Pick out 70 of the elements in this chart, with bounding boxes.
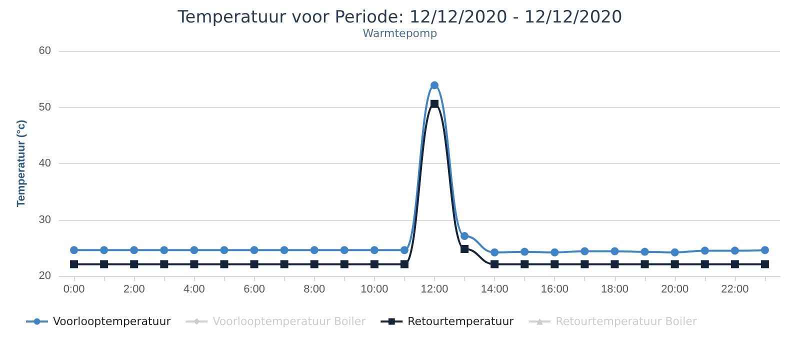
point	[520, 260, 529, 268]
point	[310, 260, 318, 268]
point	[730, 260, 739, 268]
point	[250, 260, 258, 268]
point	[580, 260, 589, 268]
y-tick-label: 20	[38, 270, 51, 282]
y-tick-label: 60	[38, 45, 51, 57]
point	[430, 81, 439, 90]
point	[400, 260, 408, 268]
point	[640, 248, 649, 256]
x-tick-label: 10:00	[360, 284, 388, 296]
point	[220, 260, 228, 268]
point	[670, 248, 679, 256]
chart-subtitle: Warmtepomp	[362, 27, 438, 40]
point	[550, 260, 559, 268]
point	[190, 246, 198, 254]
point	[730, 246, 739, 255]
x-tick-label: 4:00	[183, 284, 205, 296]
point	[460, 232, 469, 240]
point	[280, 260, 288, 268]
point	[340, 246, 348, 254]
point	[310, 246, 318, 254]
chart-title: Temperatuur voor Periode: 12/12/2020 - 12/12/2020	[176, 8, 622, 28]
point	[70, 246, 78, 254]
point	[760, 246, 769, 254]
point	[160, 246, 168, 254]
point	[490, 248, 499, 256]
point	[340, 260, 348, 268]
x-tick-label: 8:00	[304, 284, 326, 296]
legend-label: Voorlooptemperatuur	[53, 315, 172, 328]
point	[580, 247, 589, 256]
point	[490, 260, 499, 268]
point	[250, 246, 258, 254]
point	[160, 260, 168, 268]
point	[520, 248, 529, 256]
point	[100, 260, 108, 268]
point	[550, 248, 559, 256]
point	[610, 247, 619, 256]
point	[760, 260, 769, 268]
point	[370, 260, 378, 268]
x-tick-label: 6:00	[244, 284, 265, 296]
point	[70, 260, 78, 268]
point	[670, 260, 679, 268]
point	[130, 246, 138, 254]
x-tick-label: 2:00	[123, 284, 145, 296]
point	[370, 246, 378, 254]
point	[700, 260, 709, 268]
point	[700, 246, 709, 255]
point	[100, 246, 108, 254]
x-tick-label: 20:00	[661, 284, 689, 296]
x-tick-label: 18:00	[601, 284, 629, 296]
x-tick-label: 22:00	[721, 284, 749, 296]
point	[190, 260, 198, 268]
legend-label: Retourtemperatuur	[408, 315, 514, 328]
y-tick-label: 40	[38, 158, 51, 170]
x-tick-label: 12:00	[420, 284, 448, 296]
point	[640, 260, 649, 268]
point	[220, 246, 228, 254]
point	[610, 260, 619, 268]
y-tick-label: 50	[38, 101, 51, 114]
point	[130, 260, 138, 268]
x-tick-label: 16:00	[540, 284, 568, 296]
point	[280, 246, 288, 254]
x-tick-label: 0:00	[63, 284, 85, 296]
y-axis-title: Temperatuur (°c)	[16, 120, 28, 208]
point	[430, 100, 439, 108]
x-tick-label: 14:00	[480, 284, 508, 296]
point	[460, 245, 469, 253]
point	[400, 246, 408, 254]
y-tick-label: 30	[38, 214, 51, 226]
